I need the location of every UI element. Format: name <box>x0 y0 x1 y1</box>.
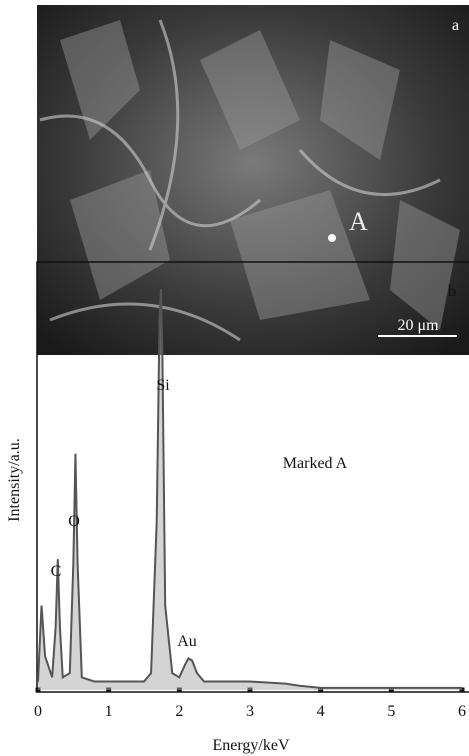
sem-image <box>37 5 469 355</box>
x-tick-label: 0 <box>34 703 42 720</box>
panel-label: b <box>448 283 456 300</box>
panel-label: a <box>452 17 459 34</box>
x-tick-label: 1 <box>105 703 113 720</box>
spectrum <box>37 289 462 689</box>
note: Marked A <box>283 455 348 472</box>
x-axis-label: Energy/keV <box>212 737 289 754</box>
peak-label: Si <box>156 377 170 394</box>
x-tick-label: 3 <box>246 703 254 720</box>
scale-bar-label: 20 μm <box>397 317 439 334</box>
x-tick-label: 6 <box>458 703 466 720</box>
y-axis-label: Intensity/a.u. <box>6 438 23 522</box>
peak-label: C <box>51 563 62 580</box>
x-tick-label: 5 <box>387 703 395 720</box>
plot-frame <box>36 261 469 693</box>
point-label: A <box>349 207 368 236</box>
peak-label: O <box>68 513 80 530</box>
peak-label: Au <box>177 633 197 650</box>
x-tick-label: 2 <box>175 703 183 720</box>
x-tick-label: 4 <box>317 703 325 720</box>
